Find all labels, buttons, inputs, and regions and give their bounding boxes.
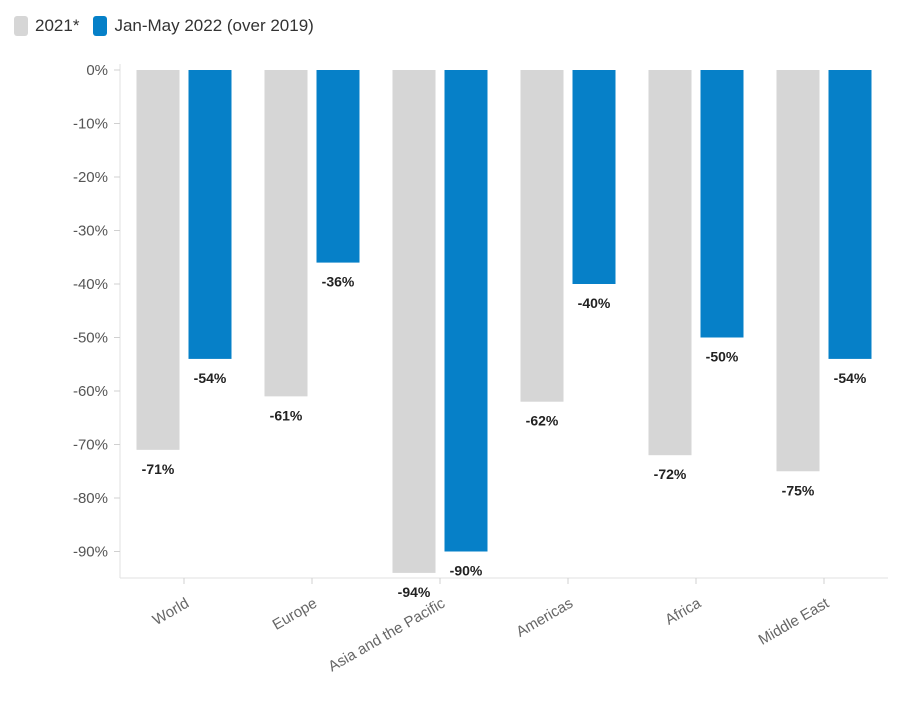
bar	[700, 70, 744, 338]
legend-swatch-2021	[14, 16, 28, 36]
y-tick-label: -40%	[73, 276, 108, 293]
bar-data-label: -54%	[834, 370, 867, 386]
bar-data-label: -90%	[450, 563, 483, 579]
bar	[444, 70, 488, 552]
x-category-label: Americas	[513, 595, 576, 641]
bar-data-label: -62%	[526, 413, 559, 429]
legend-item-2021[interactable]: 2021*	[14, 16, 79, 36]
bar-data-label: -61%	[270, 407, 303, 423]
bar-data-label: -54%	[194, 370, 227, 386]
x-category-label: Europe	[270, 595, 320, 634]
bar	[392, 70, 436, 573]
legend-swatch-2022	[93, 16, 108, 36]
y-tick-label: -20%	[73, 169, 108, 186]
bar	[316, 70, 360, 263]
x-category-label: Africa	[662, 594, 704, 628]
bar-data-label: -50%	[706, 349, 739, 365]
legend: 2021* Jan-May 2022 (over 2019)	[14, 16, 320, 36]
legend-label-2022: Jan-May 2022 (over 2019)	[114, 16, 314, 35]
bar	[520, 70, 564, 402]
bar-data-label: -71%	[142, 461, 175, 477]
legend-label-2021: 2021*	[35, 16, 80, 35]
x-category-label: Middle East	[756, 594, 833, 648]
bar	[136, 70, 180, 450]
y-tick-label: -80%	[73, 490, 108, 507]
x-category-label: World	[150, 595, 192, 629]
bar-data-label: -72%	[654, 466, 687, 482]
y-tick-label: -50%	[73, 330, 108, 347]
bar	[828, 70, 872, 359]
bar	[776, 70, 820, 472]
bar-data-label: -36%	[322, 274, 355, 290]
x-category-label: Asia and the Pacific	[325, 594, 448, 675]
y-tick-label: -90%	[73, 544, 108, 561]
bar-data-label: -40%	[578, 295, 611, 311]
bar-data-label: -75%	[782, 482, 815, 498]
bar	[188, 70, 232, 359]
legend-item-2022[interactable]: Jan-May 2022 (over 2019)	[93, 16, 314, 36]
bar	[264, 70, 308, 397]
bar	[648, 70, 692, 456]
y-tick-label: -60%	[73, 383, 108, 400]
y-tick-label: -10%	[73, 116, 108, 133]
bar-data-label: -94%	[398, 584, 431, 600]
bar	[572, 70, 616, 284]
y-tick-label: -30%	[73, 223, 108, 240]
y-tick-label: 0%	[86, 62, 108, 79]
y-tick-label: -70%	[73, 437, 108, 454]
